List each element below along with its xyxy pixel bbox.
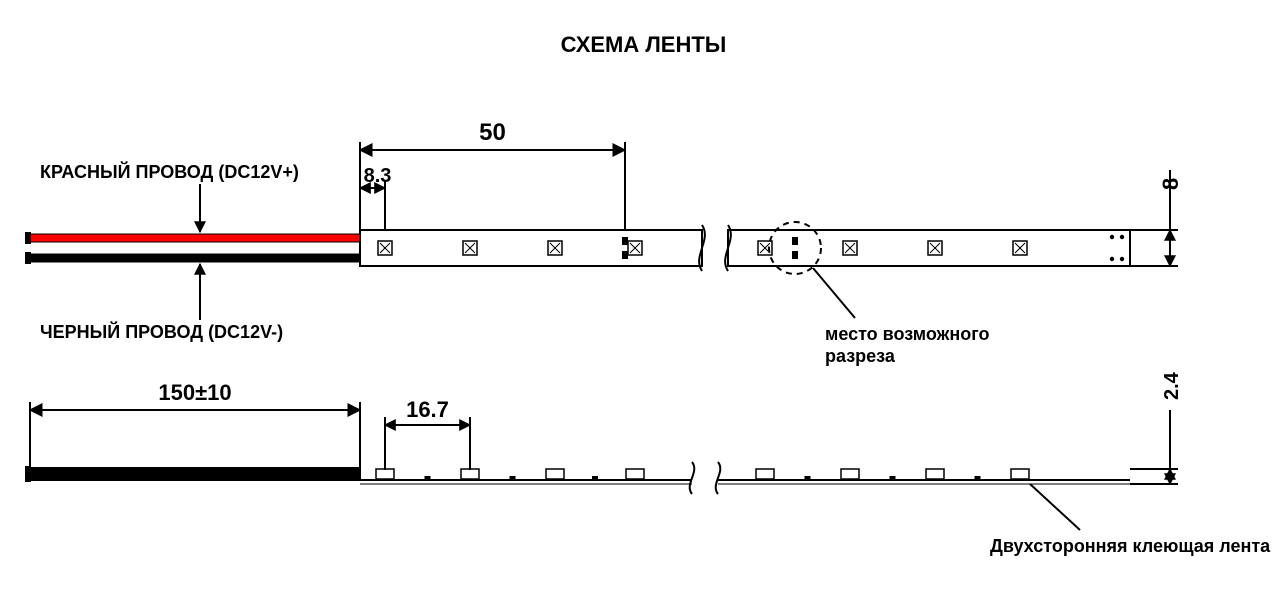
- label-cut-point: место возможного: [825, 324, 989, 344]
- diagram-title: СХЕМА ЛЕНТЫ: [0, 32, 1287, 58]
- label-black-wire: ЧЕРНЫЙ ПРОВОД (DC12V-): [40, 321, 283, 342]
- label-red-wire: КРАСНЫЙ ПРОВОД (DC12V+): [40, 161, 299, 182]
- dim-led-pitch: 16.7: [406, 397, 449, 422]
- dim-segment-len: 50: [479, 119, 506, 146]
- label-cut-point: разреза: [825, 346, 896, 366]
- dim-pad-offset: 8.3: [364, 165, 392, 187]
- dim-wire-len: 150±10: [158, 380, 231, 405]
- label-adhesive: Двухсторонняя клеющая лента: [990, 536, 1271, 556]
- schematic-diagram: 508.38КРАСНЫЙ ПРОВОД (DC12V+)ЧЕРНЫЙ ПРОВ…: [0, 0, 1287, 592]
- dim-thickness: 2.4: [1161, 371, 1183, 400]
